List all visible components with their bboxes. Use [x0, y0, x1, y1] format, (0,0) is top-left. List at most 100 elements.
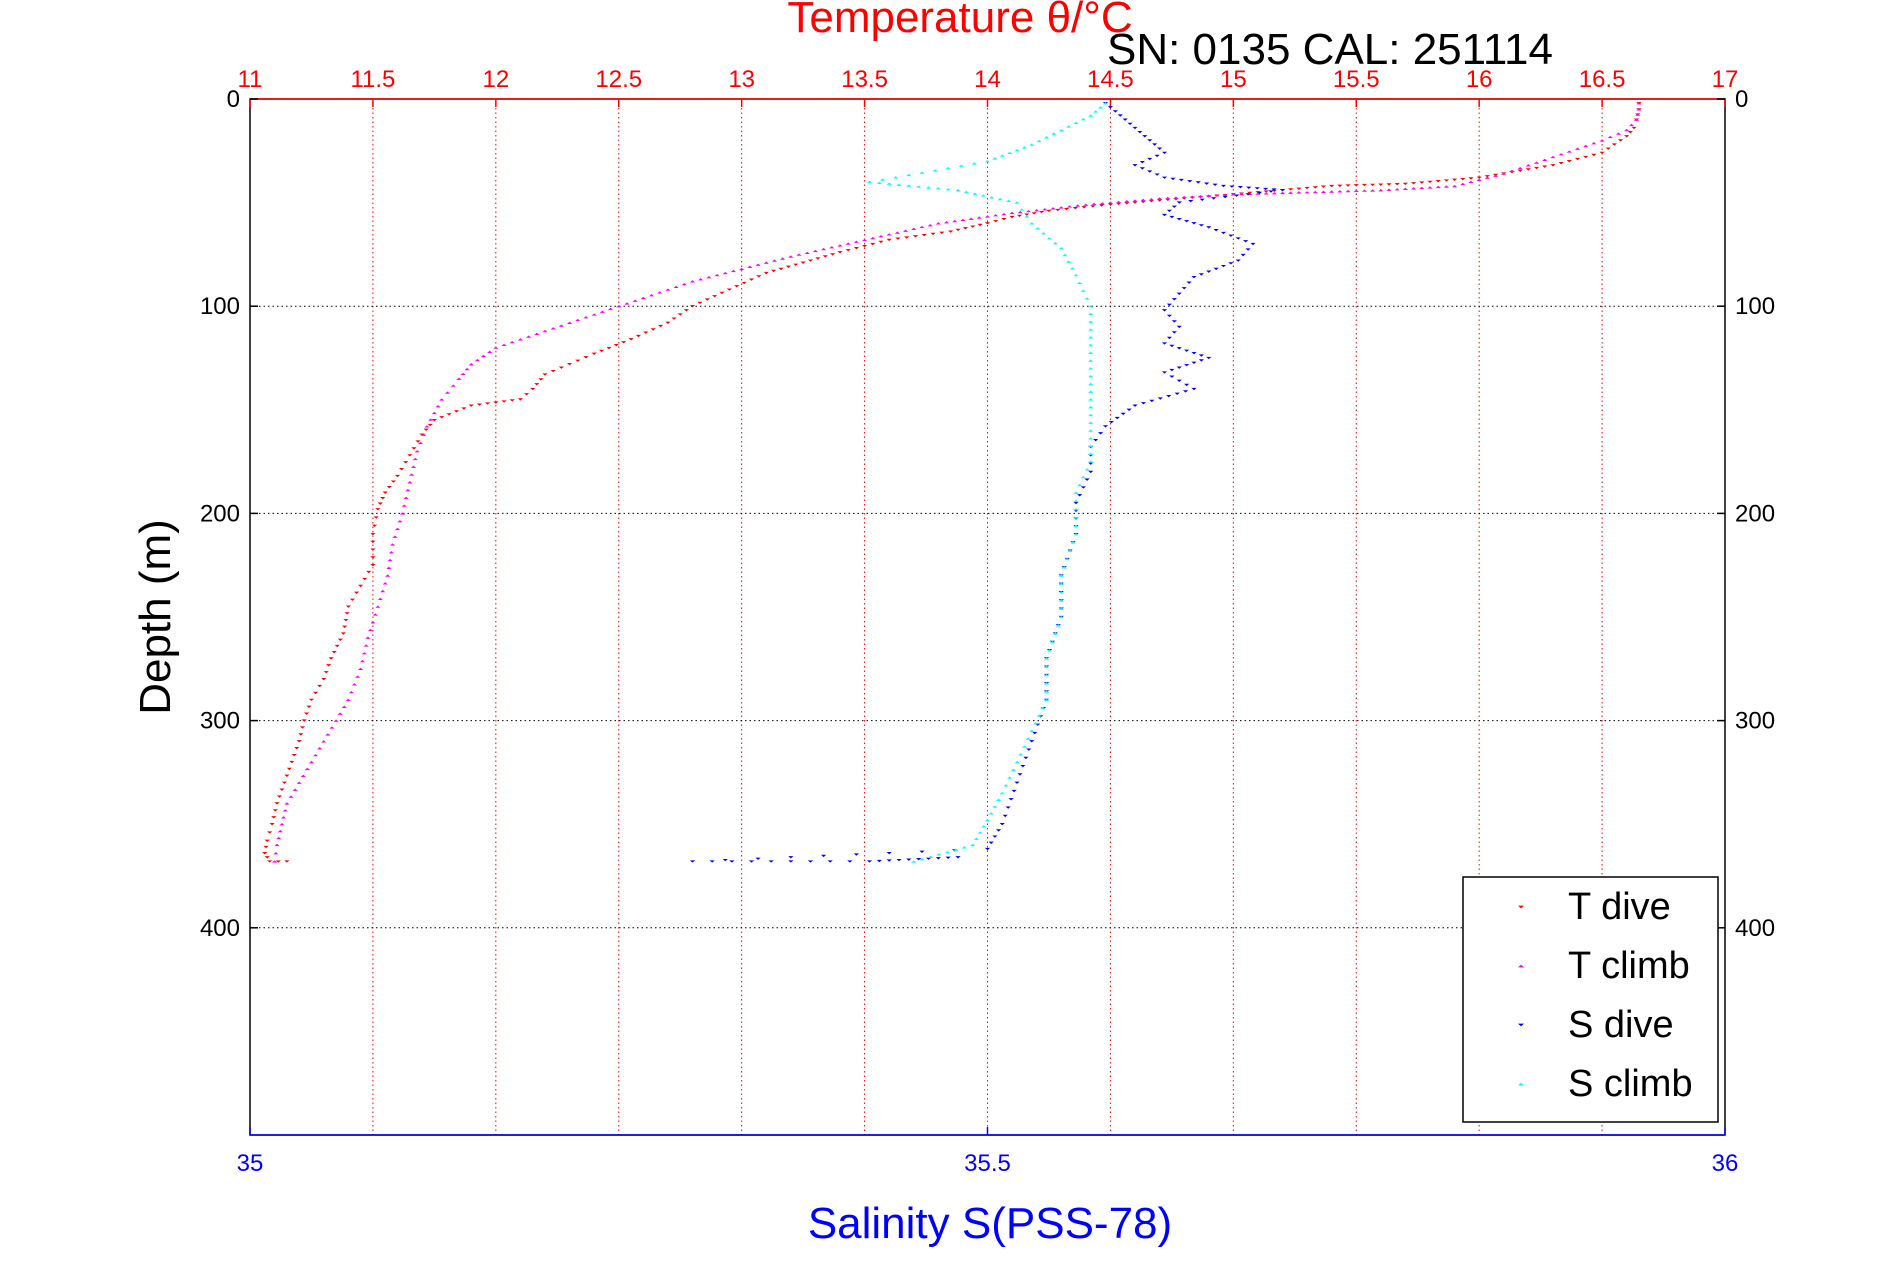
data-point	[1049, 640, 1055, 644]
data-point	[1114, 416, 1120, 420]
data-point	[377, 502, 383, 505]
data-point	[955, 856, 961, 859]
data-point	[1250, 242, 1256, 246]
data-point	[1152, 143, 1158, 146]
data-point	[741, 281, 747, 285]
data-point	[821, 247, 827, 251]
data-point	[1066, 125, 1072, 128]
data-point	[424, 425, 430, 428]
data-point	[1088, 328, 1094, 331]
data-point	[333, 719, 339, 722]
data-point	[778, 267, 784, 271]
data-point	[895, 237, 901, 240]
data-point	[534, 383, 540, 386]
data-point	[1627, 130, 1633, 134]
data-point	[1271, 189, 1277, 193]
data-point	[993, 220, 999, 223]
data-point	[326, 664, 332, 667]
data-point	[1451, 184, 1458, 188]
data-point	[1184, 383, 1190, 387]
data-point	[409, 473, 415, 476]
temperature-tick-label: 15.5	[1333, 66, 1380, 93]
data-point	[748, 860, 755, 863]
data-point	[945, 188, 951, 191]
data-point	[397, 520, 403, 523]
data-point	[1088, 114, 1094, 117]
data-point	[706, 276, 712, 279]
data-point	[387, 558, 393, 562]
series-s-dive	[689, 101, 1286, 863]
data-point	[1088, 390, 1094, 393]
data-point	[935, 222, 941, 225]
data-point	[1097, 432, 1104, 435]
data-point	[550, 369, 556, 373]
data-point	[1198, 224, 1204, 227]
data-point	[763, 271, 769, 275]
data-point	[1058, 574, 1064, 577]
data-point	[526, 335, 532, 338]
data-point	[886, 852, 892, 855]
data-point	[1204, 182, 1210, 185]
data-point	[1243, 240, 1249, 243]
data-point	[1148, 197, 1154, 201]
data-point	[845, 249, 851, 252]
data-point	[407, 481, 413, 484]
data-point	[417, 441, 424, 445]
salinity-axis-title: Salinity S(PSS-78)	[808, 1199, 1172, 1248]
data-point	[1161, 213, 1168, 217]
data-point	[961, 846, 967, 849]
data-point	[1296, 191, 1302, 194]
data-point	[1189, 195, 1195, 198]
data-point	[876, 859, 882, 863]
depth-tick-label-right: 300	[1735, 708, 1775, 735]
depth-tick-label-left: 100	[200, 293, 240, 320]
depth-tick-labels-left: 0 100 200 300 400	[200, 86, 258, 942]
data-point	[1088, 343, 1094, 347]
data-point	[1018, 753, 1024, 756]
data-point	[1263, 187, 1269, 191]
data-point	[729, 860, 735, 863]
data-point	[1014, 760, 1020, 764]
data-point	[1235, 237, 1241, 240]
data-point	[288, 795, 294, 798]
data-point	[1184, 220, 1190, 223]
data-point	[398, 468, 405, 471]
instrument-subtitle: SN: 0135 CAL: 251114	[1107, 25, 1553, 74]
data-point	[1088, 470, 1094, 474]
data-point	[1107, 201, 1114, 204]
data-point	[1176, 347, 1182, 350]
data-point	[566, 363, 573, 366]
data-point	[1170, 177, 1176, 181]
data-point	[1161, 176, 1168, 179]
data-point	[992, 805, 998, 808]
data-point	[308, 698, 315, 702]
data-point	[1501, 172, 1507, 175]
data-point	[1213, 229, 1219, 232]
data-point	[1191, 361, 1197, 365]
data-point	[1460, 177, 1466, 181]
data-point	[308, 760, 315, 764]
data-point	[1029, 740, 1035, 743]
data-point	[945, 166, 951, 170]
data-point	[1419, 181, 1425, 184]
data-point	[984, 818, 991, 822]
data-point	[1636, 101, 1642, 105]
data-point	[1427, 186, 1433, 189]
temperature-tick-label: 13	[728, 66, 755, 93]
data-point	[919, 225, 925, 229]
data-point	[1169, 375, 1175, 378]
data-point	[392, 535, 398, 538]
data-point	[648, 293, 655, 297]
data-point	[321, 677, 327, 681]
data-point	[1213, 267, 1219, 271]
data-point	[906, 173, 912, 177]
data-point	[1073, 508, 1079, 511]
data-point	[916, 185, 922, 188]
data-point	[428, 418, 434, 421]
data-point	[1206, 356, 1212, 360]
data-point	[763, 261, 769, 264]
data-point	[1032, 722, 1039, 725]
data-point	[370, 532, 376, 536]
data-point	[1088, 462, 1094, 465]
data-point	[538, 378, 544, 381]
